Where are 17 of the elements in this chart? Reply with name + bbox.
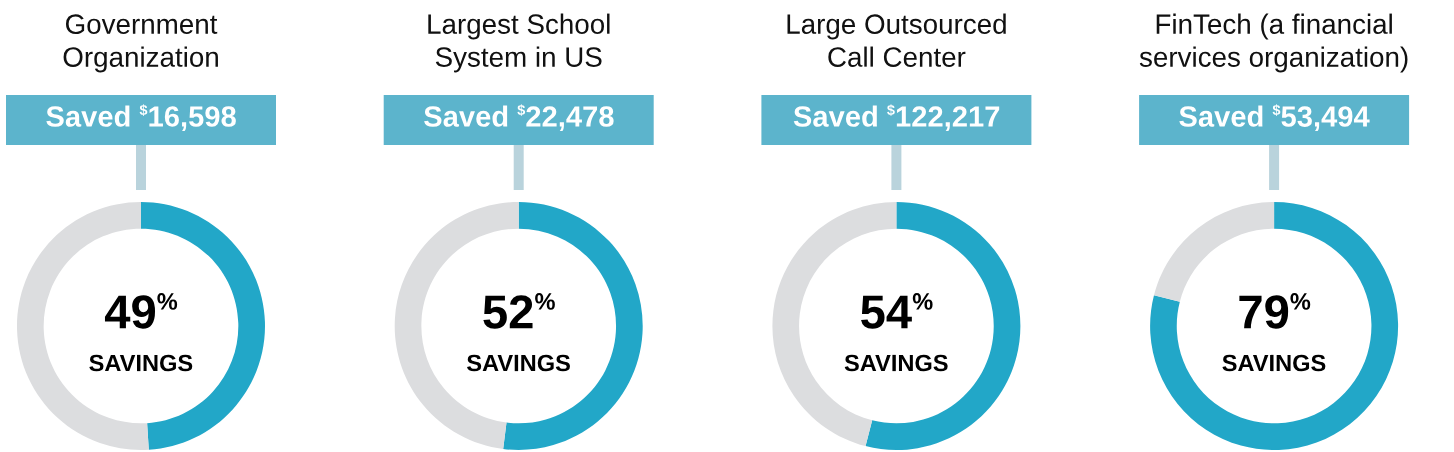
chart-title: Large Outsourced Call Center [787,13,1006,67]
text: SAVINGS [467,354,570,372]
text: Saved $16,598 [46,104,236,132]
data-label: 52% [483,293,555,329]
text: Saved $53,494 [1179,104,1370,132]
chart-title: Government Organization [63,14,218,73]
data-label: 54% [861,293,933,329]
chart-title: FinTech (a financial services organization) [1139,13,1408,73]
data-label: 79% [1239,293,1311,329]
text: Saved $122,217 [793,104,1000,132]
data-label: 49% [104,293,178,329]
text: SAVINGS [89,354,193,372]
text: SAVINGS [1222,354,1326,372]
donut-slice [1150,202,1399,450]
chart-title: Largest School System in US [428,13,610,73]
text: SAVINGS [844,354,948,372]
text: Saved $22,478 [424,104,614,132]
